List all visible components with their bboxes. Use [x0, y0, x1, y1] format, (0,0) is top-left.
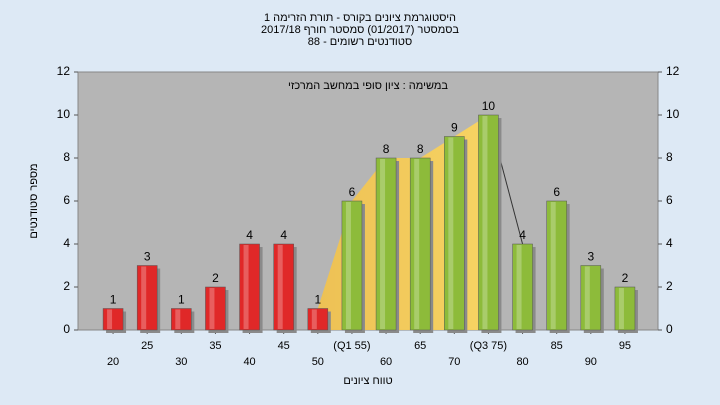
value-label: 8	[417, 142, 424, 156]
x-tick-label: (Q3 75)	[470, 340, 507, 352]
bar	[580, 265, 602, 331]
x-tick-label: 90	[585, 356, 597, 368]
x-tick-label: 25	[141, 340, 153, 352]
bar	[444, 136, 465, 331]
value-label: 1	[178, 293, 185, 307]
x-tick-label: 95	[619, 340, 631, 352]
bar-highlight	[618, 288, 624, 329]
bar	[102, 308, 124, 331]
value-label: 4	[519, 228, 526, 242]
x-tick-label: (Q1 55)	[333, 340, 370, 352]
value-label: 8	[383, 142, 390, 156]
bar-highlight	[209, 288, 215, 329]
value-label: 1	[110, 293, 117, 307]
bar	[614, 286, 636, 331]
x-tick-label: 60	[380, 356, 392, 368]
bar	[136, 265, 158, 331]
x-tick-label: 30	[175, 356, 187, 368]
bar	[375, 157, 397, 331]
x-tick-label: 45	[278, 340, 290, 352]
bar-highlight	[141, 266, 147, 329]
bar-highlight	[380, 159, 386, 329]
bar	[273, 243, 294, 331]
x-tick-label: 80	[516, 356, 528, 368]
bar	[409, 157, 431, 331]
bar-highlight	[448, 137, 454, 329]
chart-subtitle: בסמסטר (01/2017) סמסטר חורף 2017/18	[261, 24, 459, 36]
x-axis-label: טווח ציונים	[343, 375, 392, 387]
value-label: 2	[622, 271, 629, 285]
value-label: 3	[144, 250, 151, 264]
y-axis-label: מספר סטודנטים	[28, 163, 40, 238]
value-label: 3	[587, 250, 594, 264]
bar	[171, 308, 192, 331]
bar	[239, 243, 260, 331]
value-label: 6	[553, 185, 560, 199]
bar-highlight	[584, 266, 590, 329]
y-tick-label: 0	[63, 322, 70, 336]
bar	[546, 200, 567, 331]
x-tick-label: 40	[243, 356, 255, 368]
bar-highlight	[516, 245, 522, 329]
value-label: 4	[280, 228, 287, 242]
bar-highlight	[345, 202, 351, 329]
bar	[341, 200, 363, 331]
annotation: במשימה : ציון סופי במחשב המרכזי	[288, 80, 448, 92]
y-tick-label: 10	[57, 107, 71, 121]
x-tick-label: 70	[448, 356, 460, 368]
x-tick-label: 50	[312, 356, 324, 368]
y2-tick-label: 4	[666, 236, 673, 250]
bar	[205, 286, 226, 331]
y2-tick-label: 0	[666, 322, 673, 336]
x-tick-label: 85	[551, 340, 563, 352]
bar-highlight	[277, 245, 283, 329]
y2-tick-label: 6	[666, 193, 673, 207]
x-tick-label: 65	[414, 340, 426, 352]
bar	[512, 243, 533, 331]
value-label: 10	[482, 99, 496, 113]
x-tick-label: 20	[107, 356, 119, 368]
bar-highlight	[175, 309, 181, 329]
y2-tick-label: 2	[666, 279, 673, 293]
chart-subtitle: סטודנטים רשומים - 88	[308, 36, 412, 48]
bar-highlight	[482, 116, 488, 329]
value-label: 9	[451, 121, 458, 135]
value-label: 1	[314, 293, 321, 307]
bar-highlight	[243, 245, 249, 329]
y-tick-label: 6	[63, 193, 70, 207]
y-tick-label: 8	[63, 150, 70, 164]
bar-highlight	[414, 159, 420, 329]
value-label: 6	[349, 185, 356, 199]
y2-tick-label: 10	[666, 107, 680, 121]
bar-highlight	[550, 202, 556, 329]
value-label: 4	[246, 228, 253, 242]
y-tick-label: 4	[63, 236, 70, 250]
y-tick-label: 2	[63, 279, 70, 293]
y2-tick-label: 8	[666, 150, 673, 164]
value-label: 2	[212, 271, 219, 285]
x-tick-label: 35	[209, 340, 221, 352]
bar	[307, 308, 329, 331]
y2-tick-label: 12	[666, 64, 680, 78]
chart-title: היסטוגרמת ציונים בקורס - תורת הזרימה 1	[264, 12, 456, 24]
bar-highlight	[107, 309, 113, 329]
bar-highlight	[311, 309, 317, 329]
bar	[478, 114, 499, 331]
y-tick-label: 12	[57, 64, 71, 78]
